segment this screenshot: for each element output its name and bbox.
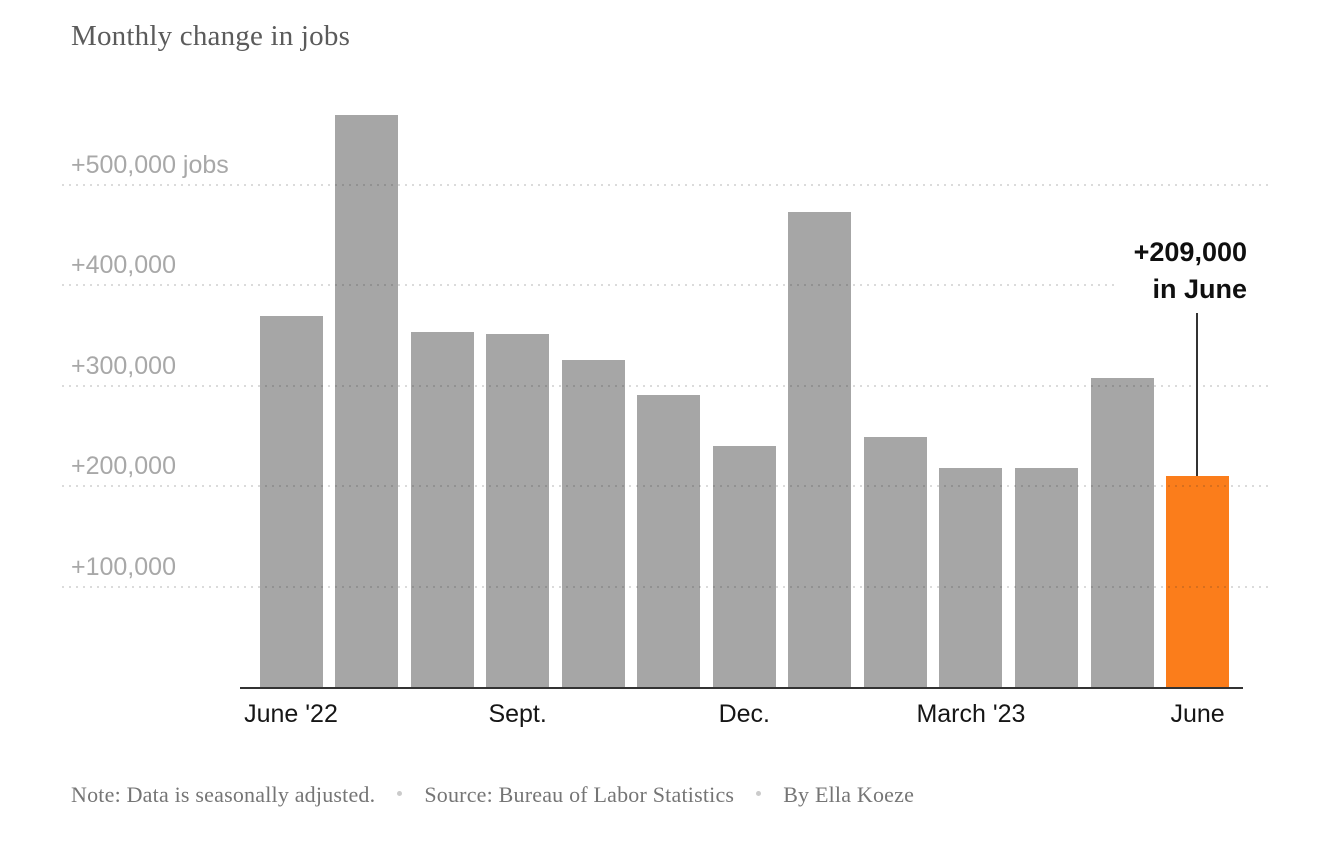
bar-june-22	[260, 316, 323, 688]
gridline-100-000	[62, 586, 1272, 588]
separator-dot	[756, 791, 762, 797]
footer-byline: By Ella Koeze	[783, 782, 915, 807]
bar-feb	[864, 437, 927, 688]
y-axis-tick-label: +200,000	[71, 452, 176, 480]
x-axis-tick-label-sept: Sept.	[488, 700, 547, 728]
gridline-200-000	[62, 485, 1272, 487]
y-axis-tick-label: +400,000	[71, 251, 176, 279]
bar-oct	[562, 360, 625, 688]
bar-march	[939, 468, 1002, 688]
gridline-300-000	[62, 385, 1272, 387]
bar-sept	[486, 334, 549, 688]
annotation-value: +209,000	[1133, 237, 1247, 267]
x-axis-tick-label-june-22: June '22	[244, 700, 338, 728]
bar-nov	[637, 395, 700, 688]
bar-july	[335, 115, 398, 688]
x-axis-tick-label-june: June	[1170, 700, 1225, 728]
chart-title: Monthly change in jobs	[71, 20, 351, 52]
x-axis-tick-label-march-23: March '23	[916, 700, 1026, 728]
footer-note: Note: Data is seasonally adjusted.	[71, 782, 376, 807]
bar-april	[1015, 468, 1078, 688]
y-axis-tick-label: +100,000	[71, 553, 176, 581]
y-axis-tick-label: +300,000	[71, 352, 176, 380]
annotation-label: in June	[1152, 274, 1247, 304]
y-axis-tick-label: +500,000 jobs	[71, 151, 229, 179]
footer: Note: Data is seasonally adjusted. Source…	[71, 782, 914, 808]
footer-source: Source: Bureau of Labor Statistics	[424, 782, 735, 807]
bar-dec	[713, 446, 776, 688]
separator-dot	[397, 791, 403, 797]
bar-june	[1166, 476, 1229, 688]
annotation: +209,000 in June	[1115, 231, 1285, 316]
bar-jan-23	[788, 212, 851, 688]
gridline-500-000-jobs	[62, 184, 1272, 186]
annotation-pointer-line	[1196, 313, 1198, 476]
bar-may	[1091, 378, 1154, 688]
bar-aug	[411, 332, 474, 688]
x-axis-line	[240, 687, 1243, 689]
gridline-400-000	[62, 284, 1272, 286]
x-axis-tick-label-dec: Dec.	[718, 700, 770, 728]
